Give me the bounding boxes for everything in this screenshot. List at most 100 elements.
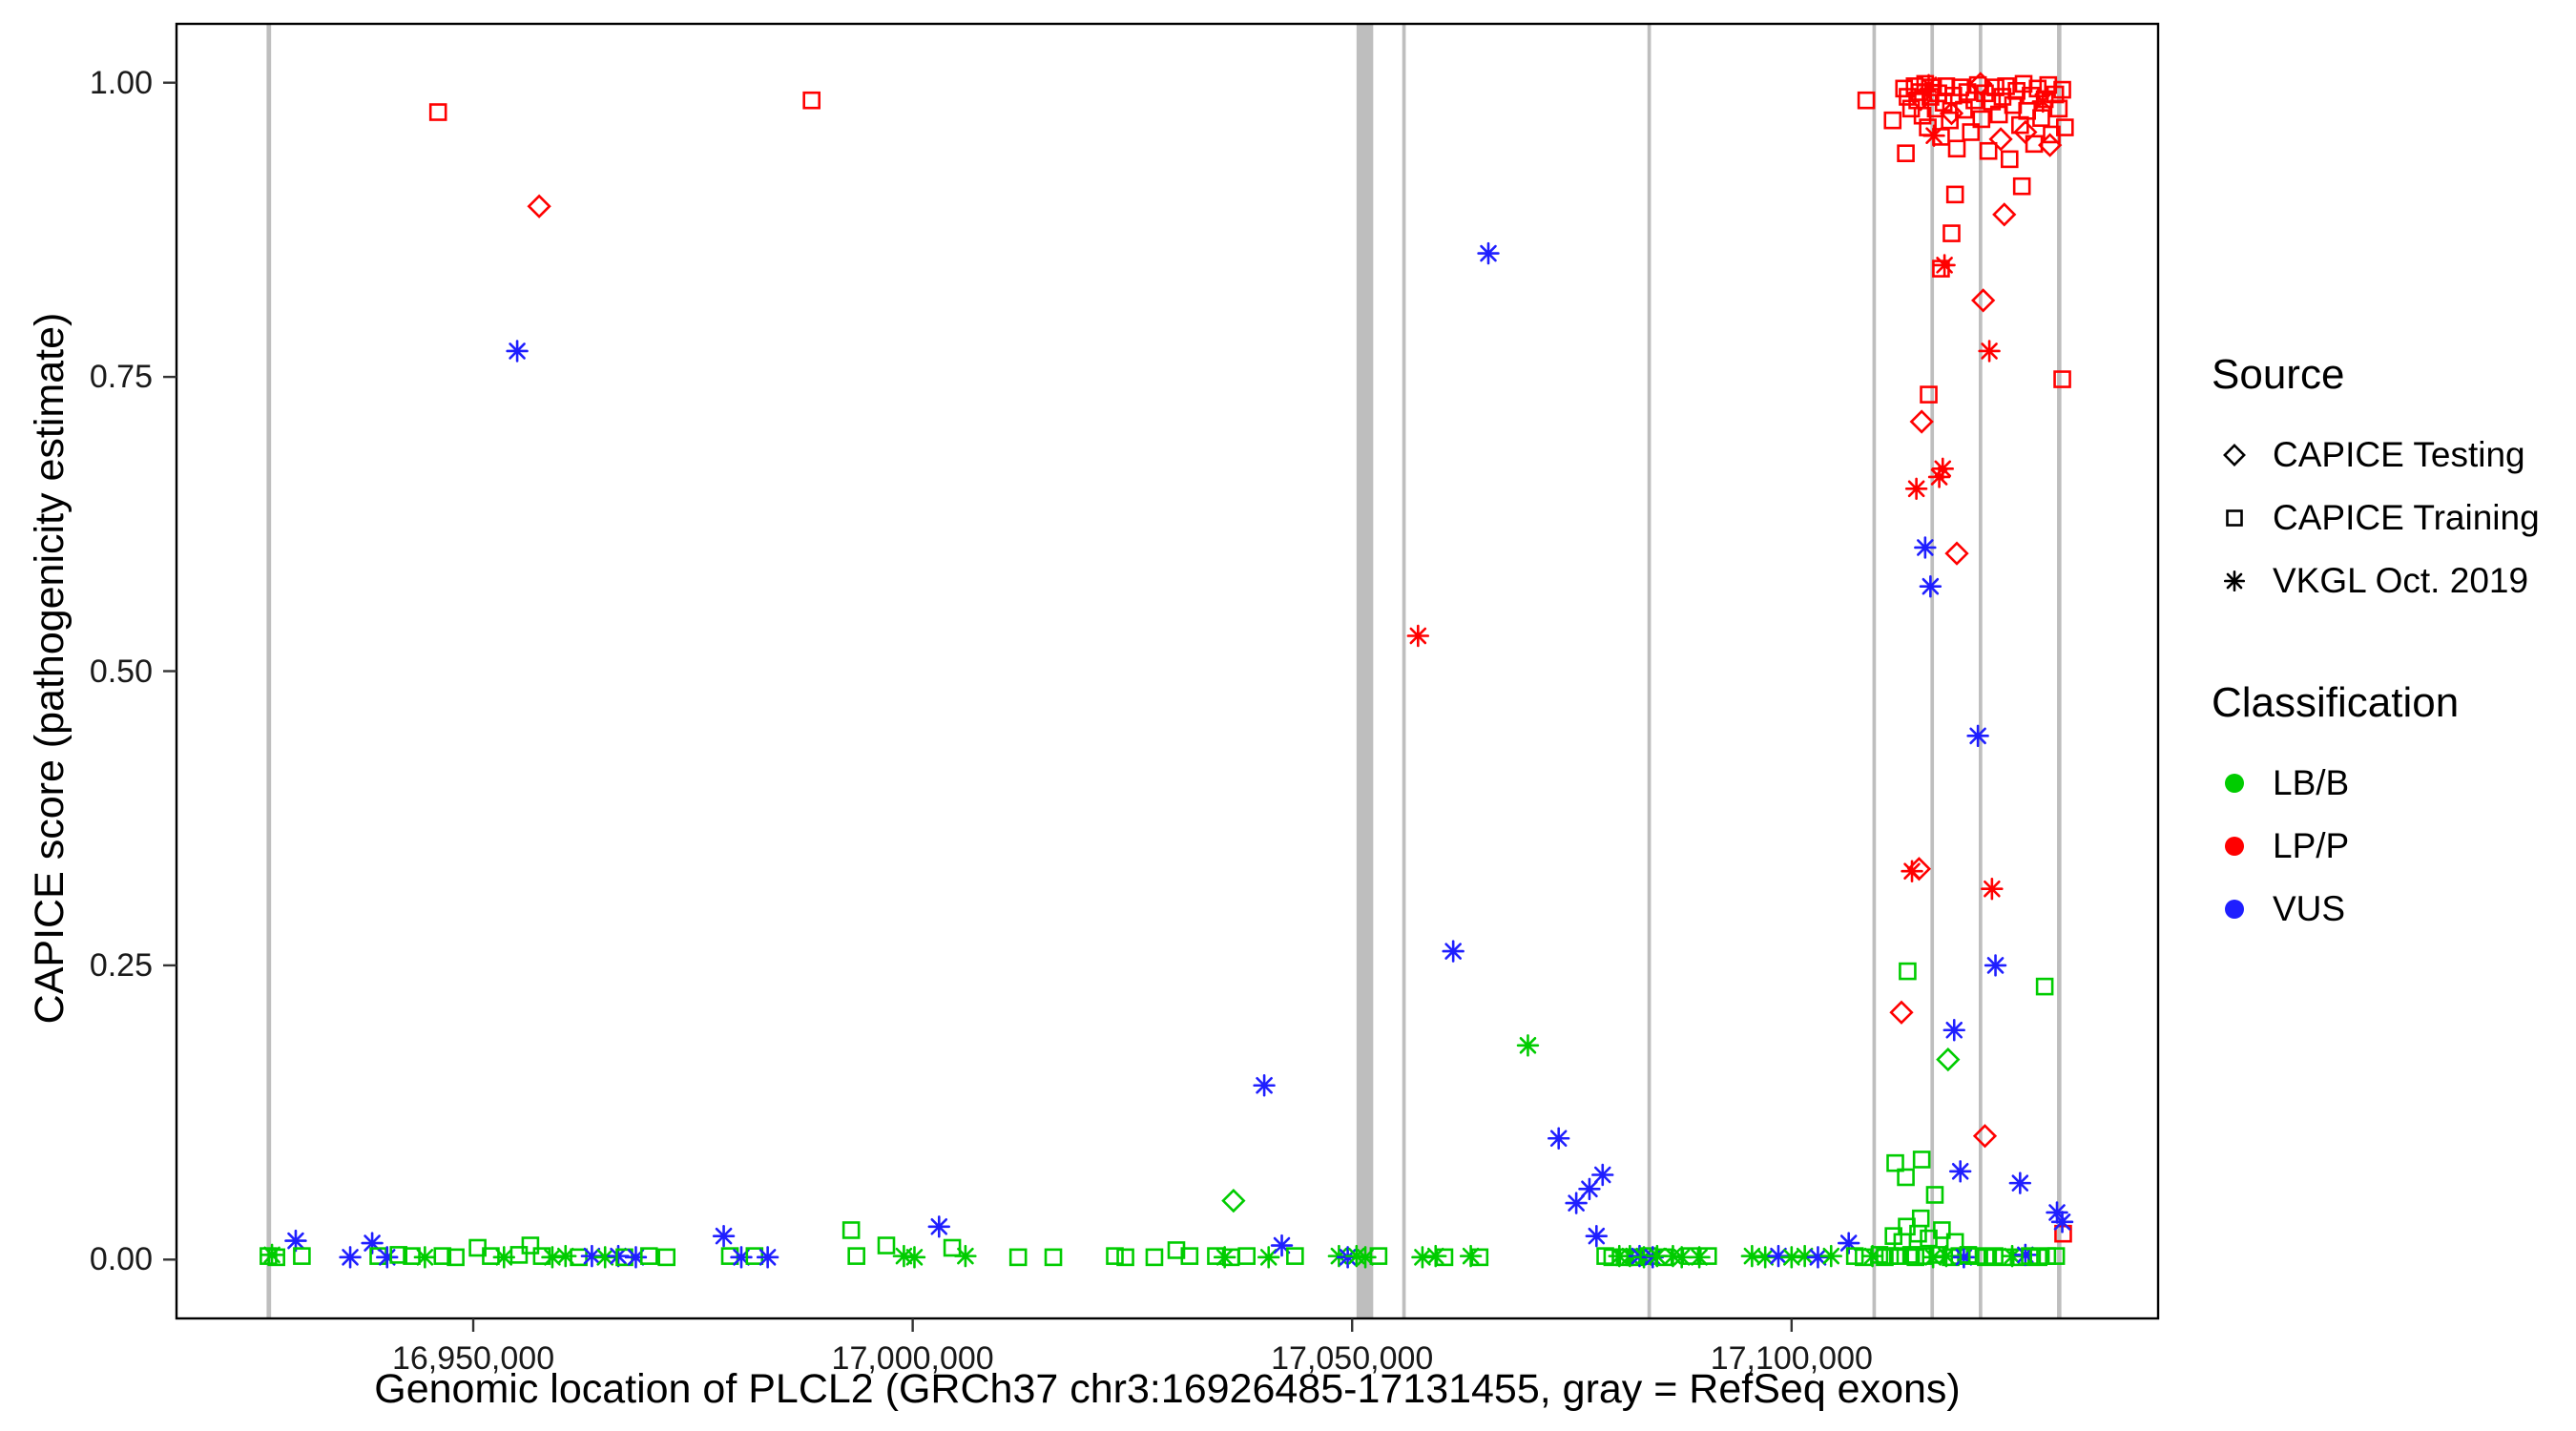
data-point: [1270, 1234, 1294, 1257]
asterisk-marker-icon: [1793, 1244, 1817, 1268]
square-marker-icon: [1116, 1248, 1134, 1267]
data-point: [1435, 1248, 1454, 1267]
asterisk-marker-icon: [927, 1215, 950, 1238]
data-point: [1944, 541, 1969, 566]
asterisk-ray: [1588, 1227, 1606, 1245]
asterisk-ray: [2053, 1213, 2071, 1231]
data-point: [1972, 1124, 1998, 1149]
data-point: [1897, 144, 1915, 162]
square-marker-icon: [841, 1221, 861, 1239]
square-marker-icon: [657, 1248, 675, 1267]
exon-band: [1979, 24, 1983, 1318]
data-point: [1221, 1189, 1246, 1213]
square-marker-icon: [1925, 1186, 1944, 1204]
y-tick-label: 0.75: [89, 359, 153, 396]
asterisk-marker-icon: [1948, 1160, 1972, 1183]
data-point: [1962, 123, 1981, 141]
asterisk-ray: [1215, 1249, 1234, 1266]
asterisk-ray: [1984, 880, 2001, 898]
asterisk-marker-icon: [1516, 1034, 1540, 1057]
circle-marker-icon: [2225, 837, 2244, 856]
data-point: [2025, 135, 2044, 154]
circle-legend-icon: [2225, 774, 2244, 793]
data-point: [1257, 1246, 1280, 1269]
asterisk-marker-icon: [1966, 724, 1989, 748]
data-point: [527, 194, 551, 218]
data-point: [1470, 1248, 1489, 1267]
asterisk-marker-icon: [1442, 940, 1465, 963]
square-marker-icon: [428, 103, 447, 121]
data-point: [376, 1246, 399, 1269]
data-point: [2046, 1201, 2068, 1224]
square-marker-icon: [1180, 1247, 1199, 1265]
data-point: [1936, 1047, 1961, 1072]
square-marker-icon: [1911, 1209, 1930, 1228]
asterisk-marker-icon: [1257, 1246, 1280, 1269]
exon-band: [1872, 24, 1877, 1318]
diamond-marker-icon: [1972, 1124, 1998, 1149]
square-marker-icon: [267, 1248, 285, 1267]
asterisk-ray: [583, 1247, 601, 1265]
square-marker-icon: [1286, 1247, 1304, 1265]
square-marker-icon: [1897, 1168, 1915, 1187]
diamond-marker-icon: [1944, 541, 1969, 566]
legend-item-vus: VUS: [2212, 878, 2565, 941]
asterisk-marker-icon: [903, 1246, 926, 1269]
asterisk-ray: [1273, 1236, 1291, 1255]
asterisk-marker-icon: [1477, 241, 1500, 265]
asterisk-ray: [1770, 1247, 1787, 1265]
data-point: [1116, 1248, 1134, 1267]
data-point: [2032, 109, 2050, 127]
asterisk-marker-icon: [1901, 860, 1923, 882]
data-point: [954, 1244, 977, 1268]
legend-item-vkgl-oct-2019-label: VKGL Oct. 2019: [2273, 561, 2529, 600]
legend-item-capice-testing-label: CAPICE Testing: [2273, 435, 2525, 474]
data-point: [1793, 1244, 1817, 1268]
exon-band: [1356, 24, 1374, 1318]
asterisk-marker-icon: [1942, 1019, 1965, 1042]
square-marker-icon: [389, 1246, 408, 1264]
square-marker-icon: [1979, 141, 1998, 160]
data-point: [1978, 340, 2001, 363]
panel-border: [175, 22, 2160, 1320]
data-point: [1406, 624, 1430, 648]
data-point: [639, 1247, 658, 1265]
square-marker-icon: [1699, 1247, 1717, 1265]
square-marker-icon: [1897, 144, 1915, 162]
data-point: [447, 1248, 465, 1267]
circle-legend-icon: [2225, 837, 2244, 856]
asterisk-ray: [1444, 943, 1462, 960]
data-point: [1942, 1019, 1965, 1042]
square-marker-icon: [1899, 962, 1917, 981]
asterisk-ray: [1414, 1249, 1431, 1266]
data-point: [2046, 1247, 2066, 1265]
diamond-marker-icon: [1992, 202, 2017, 227]
data-point: [428, 103, 447, 121]
diamond-marker-icon: [1936, 1047, 1961, 1072]
data-point: [1981, 878, 2004, 901]
data-point: [943, 1238, 962, 1257]
square-marker-icon: [1886, 1153, 1904, 1172]
asterisk-marker-icon: [756, 1246, 779, 1269]
circle-marker-icon: [2225, 900, 2244, 919]
square-marker-icon: [1942, 224, 1961, 242]
asterisk-ray: [596, 1249, 613, 1266]
asterisk-ray: [1917, 539, 1934, 556]
asterisk-marker-icon: [1981, 878, 2004, 901]
y-tick-label: 0.50: [89, 653, 153, 690]
data-point: [1914, 536, 1937, 559]
square-marker-icon: [1962, 123, 1981, 141]
data-point: [877, 1236, 896, 1255]
asterisk-marker-icon: [954, 1244, 977, 1268]
square-marker-icon: [2226, 509, 2243, 527]
asterisk-ray: [2011, 1174, 2029, 1192]
data-point: [1945, 185, 1964, 204]
data-point: [2008, 1172, 2032, 1194]
exon-band: [1402, 24, 1406, 1318]
square-marker-icon: [2012, 176, 2031, 196]
data-point: [2053, 80, 2071, 99]
circle-marker-icon: [2225, 774, 2244, 793]
asterisk-marker-icon: [1585, 1224, 1609, 1248]
square-marker-icon: [2025, 135, 2044, 154]
legend-item-vkgl-oct-2019: VKGL Oct. 2019: [2212, 550, 2565, 612]
